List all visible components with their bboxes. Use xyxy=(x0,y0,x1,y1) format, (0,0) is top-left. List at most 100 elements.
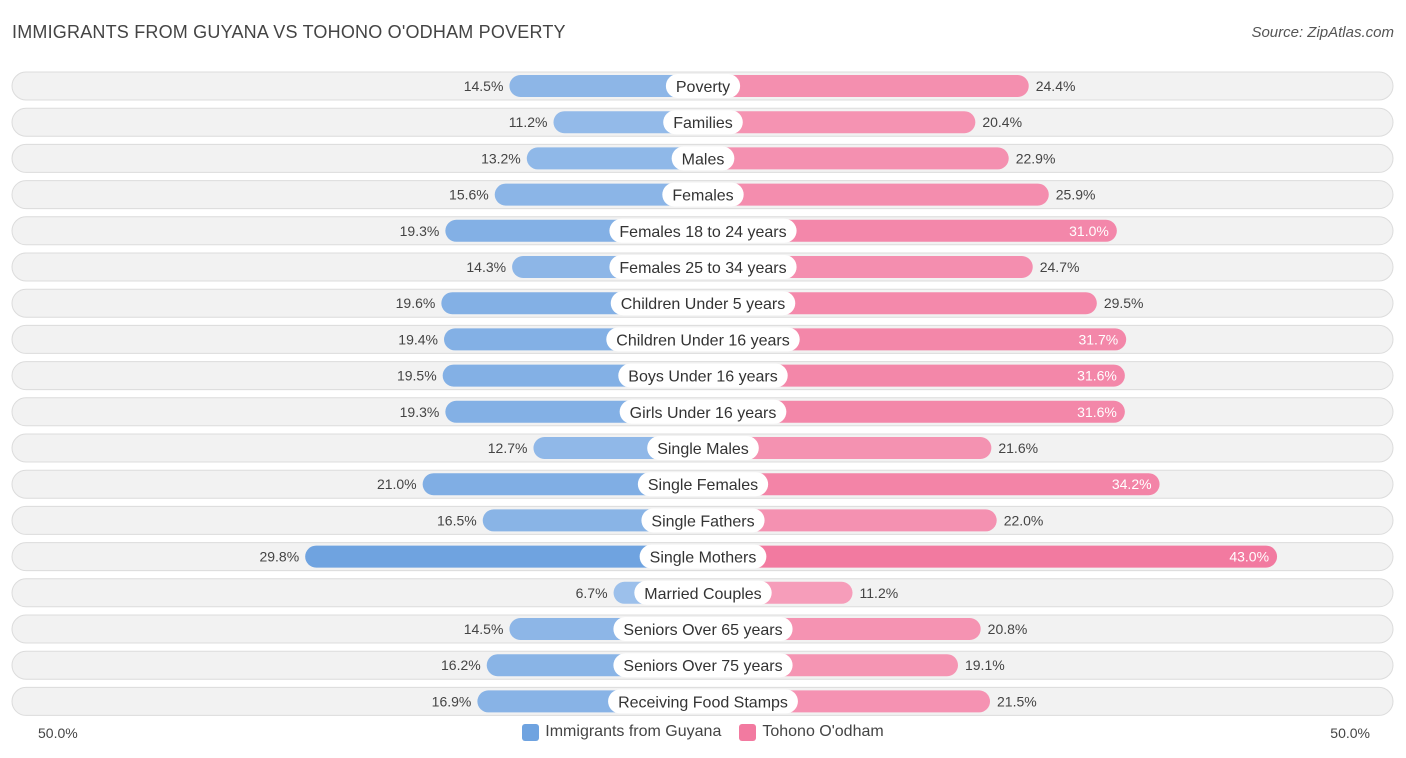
category-label-pill xyxy=(619,399,787,424)
category-label: Females 18 to 24 years xyxy=(619,224,786,241)
value-label-right: 24.7% xyxy=(1040,259,1080,275)
value-label-left: 19.6% xyxy=(396,295,436,311)
category-label-pill xyxy=(613,617,793,641)
value-label-left: 11.2% xyxy=(509,114,548,130)
bar-tohono-oodham xyxy=(703,111,976,134)
bar-tohono-oodham xyxy=(703,292,1097,315)
value-label-left: 16.2% xyxy=(441,657,481,673)
category-label: Poverty xyxy=(676,79,730,96)
bar-tohono-oodham xyxy=(703,545,1278,568)
value-label-right: 31.6% xyxy=(1077,404,1117,420)
bar-tohono-oodham xyxy=(703,328,1127,351)
category-label-pill xyxy=(608,689,798,714)
category-label-pill xyxy=(606,327,800,352)
bar-tohono-oodham xyxy=(703,183,1049,206)
axis-right-label: 50.0% xyxy=(1330,725,1370,741)
category-label: Single Fathers xyxy=(651,513,754,530)
value-label-right: 24.4% xyxy=(1036,78,1076,94)
chart-title: IMMIGRANTS FROM GUYANA VS TOHONO O'ODHAM… xyxy=(12,22,566,42)
bar-immigrants-from-guyana xyxy=(494,183,703,206)
legend-label-right: Tohono O'odham xyxy=(762,723,884,740)
bar-tohono-oodham xyxy=(703,509,997,532)
category-label-pill xyxy=(647,436,759,460)
value-label-left: 16.9% xyxy=(432,693,472,709)
value-label-right: 21.6% xyxy=(998,440,1038,456)
category-label: Females 25 to 34 years xyxy=(619,260,786,277)
value-label-left: 19.3% xyxy=(400,223,440,239)
bar-tohono-oodham xyxy=(703,400,1125,423)
value-label-right: 34.2% xyxy=(1112,476,1152,492)
category-label-pill xyxy=(609,218,797,243)
category-label: Seniors Over 65 years xyxy=(623,622,782,639)
value-label-right: 29.5% xyxy=(1104,295,1144,311)
value-label-left: 14.5% xyxy=(464,78,504,94)
value-label-left: 21.0% xyxy=(377,476,417,492)
value-label-left: 19.4% xyxy=(398,331,438,347)
value-label-left: 14.3% xyxy=(466,259,506,275)
value-label-right: 21.5% xyxy=(997,693,1037,709)
bar-immigrants-from-guyana xyxy=(509,75,703,97)
legend-swatch-left xyxy=(522,723,540,741)
value-label-right: 31.7% xyxy=(1078,331,1118,347)
source-credit: Source: ZipAtlas.com xyxy=(1251,24,1394,41)
category-label: Single Males xyxy=(657,441,749,458)
category-label: Girls Under 16 years xyxy=(630,405,777,422)
axis-left-label: 50.0% xyxy=(38,725,78,741)
category-label-pill xyxy=(609,255,797,279)
value-label-left: 13.2% xyxy=(481,150,521,166)
category-label: Boys Under 16 years xyxy=(628,369,777,386)
category-label-pill xyxy=(663,110,743,135)
legend-item-right[interactable]: Tohono O'odham xyxy=(739,723,884,741)
category-label: Females xyxy=(672,188,733,205)
value-label-right: 11.2% xyxy=(860,585,899,601)
category-label-pill xyxy=(613,653,793,678)
value-label-right: 20.4% xyxy=(982,114,1022,130)
value-label-right: 25.9% xyxy=(1056,187,1096,203)
category-label-pill xyxy=(662,182,744,207)
category-label-pill xyxy=(641,508,765,533)
value-label-left: 6.7% xyxy=(576,585,608,601)
category-label: Families xyxy=(673,115,733,132)
category-label-pill xyxy=(671,146,735,171)
bar-immigrants-from-guyana xyxy=(305,545,703,568)
bar-tohono-oodham xyxy=(703,147,1009,170)
category-label-pill xyxy=(634,580,772,605)
category-label-pill xyxy=(665,74,741,98)
category-label-pill xyxy=(610,291,796,316)
value-label-left: 15.6% xyxy=(449,187,489,203)
legend-item-left[interactable]: Immigrants from Guyana xyxy=(522,723,721,741)
legend-swatch-right xyxy=(739,723,757,741)
category-label: Married Couples xyxy=(644,586,761,603)
value-label-right: 20.8% xyxy=(988,621,1028,637)
bar-immigrants-from-guyana xyxy=(526,147,703,170)
value-label-right: 31.0% xyxy=(1069,223,1109,239)
value-label-right: 19.1% xyxy=(965,657,1005,673)
bar-tohono-oodham xyxy=(703,437,992,459)
category-label: Single Females xyxy=(648,477,758,494)
bar-tohono-oodham xyxy=(703,219,1117,242)
value-label-left: 14.5% xyxy=(464,621,504,637)
value-label-left: 16.5% xyxy=(437,512,477,528)
value-label-right: 43.0% xyxy=(1229,549,1269,565)
value-label-right: 31.6% xyxy=(1077,368,1117,384)
value-label-left: 29.8% xyxy=(259,549,299,565)
value-label-left: 19.3% xyxy=(400,404,440,420)
category-label-pill xyxy=(618,363,788,388)
category-label-pill xyxy=(639,544,767,569)
value-label-left: 12.7% xyxy=(488,440,528,456)
category-label: Seniors Over 75 years xyxy=(623,658,782,675)
bar-tohono-oodham xyxy=(703,75,1029,97)
value-label-right: 22.9% xyxy=(1016,150,1056,166)
value-label-left: 19.5% xyxy=(397,368,437,384)
category-label: Single Mothers xyxy=(650,550,757,567)
legend: Immigrants from Guyana Tohono O'odham xyxy=(0,723,1406,741)
category-label: Males xyxy=(682,151,725,168)
category-label: Receiving Food Stamps xyxy=(618,694,788,711)
category-label-pill xyxy=(637,472,769,497)
value-label-right: 22.0% xyxy=(1004,512,1044,528)
bar-tohono-oodham xyxy=(703,473,1160,496)
category-label: Children Under 16 years xyxy=(616,332,789,349)
bar-tohono-oodham xyxy=(703,364,1125,387)
category-label: Children Under 5 years xyxy=(621,296,786,313)
